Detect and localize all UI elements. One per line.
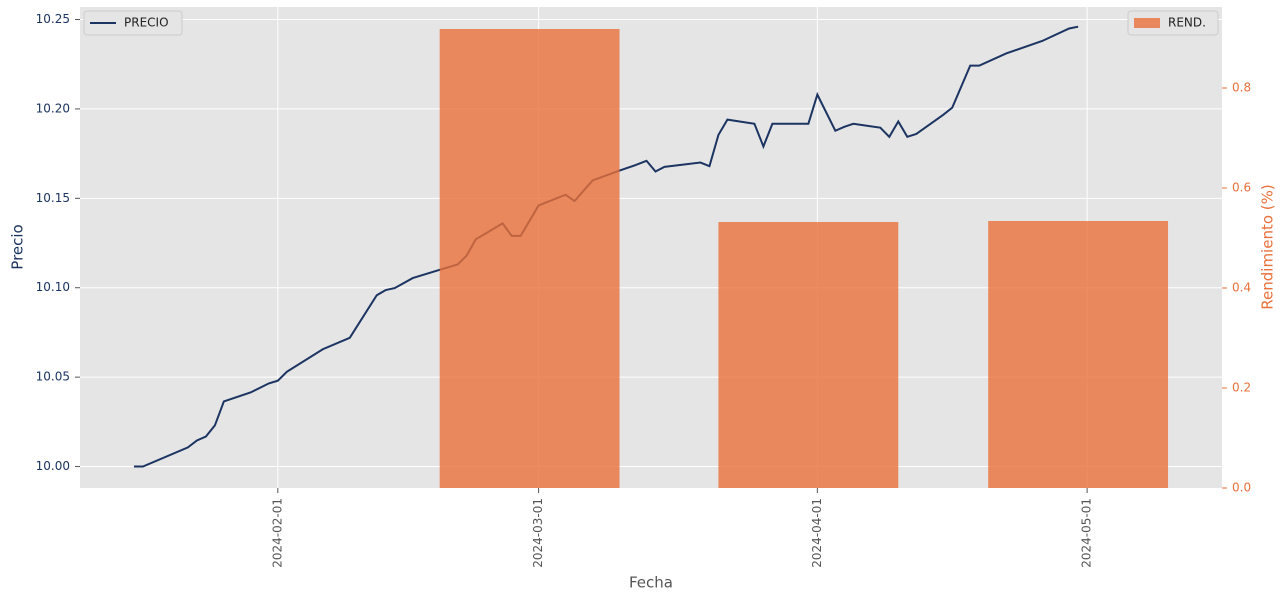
- y-tick-label: 10.00: [36, 459, 70, 473]
- y2-axis-label: Rendimiento (%): [1259, 184, 1277, 309]
- y2-tick-label: 0.0: [1232, 481, 1251, 495]
- y2-tick-label: 0.8: [1232, 81, 1251, 95]
- x-axis-label: Fecha: [629, 574, 673, 592]
- y2-tick-label: 0.6: [1232, 181, 1251, 195]
- x-tick-label: 2024-05-01: [1080, 498, 1094, 568]
- y-tick-label: 10.15: [36, 191, 70, 205]
- y-tick-label: 10.20: [36, 101, 70, 115]
- y2-tick-label: 0.2: [1232, 381, 1251, 395]
- legend-box: [83, 10, 183, 36]
- legend-label: REND.: [1168, 16, 1206, 30]
- y-tick-label: 10.25: [36, 12, 70, 26]
- legend-box: [1127, 10, 1219, 36]
- bar: [439, 29, 620, 488]
- y-tick-label: 10.05: [36, 370, 70, 384]
- y2-tick-label: 0.4: [1232, 281, 1251, 295]
- legend-swatch: [1134, 18, 1160, 28]
- x-tick-label: 2024-03-01: [531, 498, 545, 568]
- y-tick-label: 10.10: [36, 280, 70, 294]
- legend-label: PRECIO: [124, 16, 169, 30]
- x-tick-label: 2024-04-01: [810, 498, 824, 568]
- price-line: [133, 25, 1079, 468]
- bar: [988, 221, 1169, 488]
- bar: [718, 222, 899, 488]
- x-tick-label: 2024-02-01: [270, 498, 284, 568]
- y-axis-label: Precio: [9, 224, 27, 269]
